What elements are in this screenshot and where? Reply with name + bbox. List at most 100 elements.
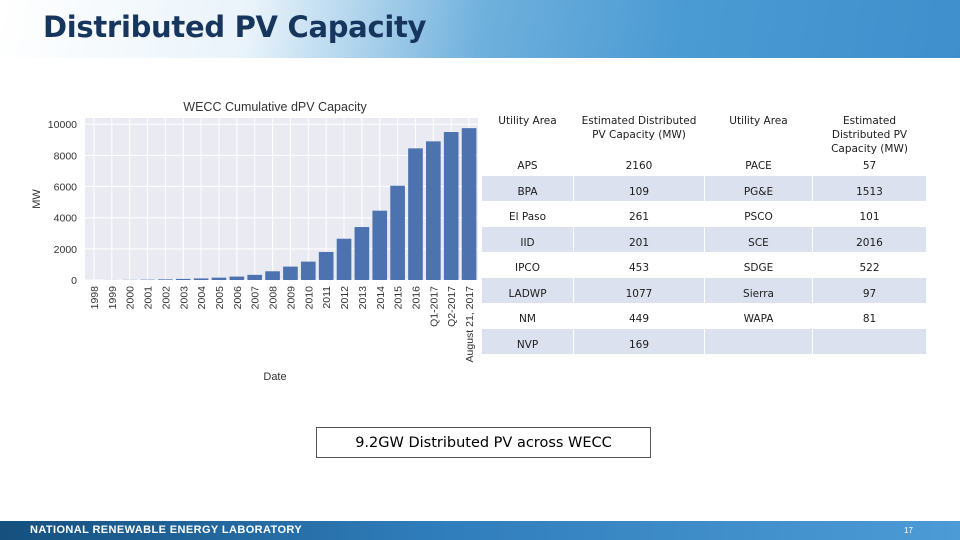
table-cell: El Paso — [481, 200, 574, 227]
table-row: LADWP 1077 Sierra 97 — [481, 277, 927, 304]
bar-2010 — [300, 261, 316, 280]
table-cell: 2160 — [625, 160, 653, 172]
bars — [104, 128, 477, 280]
bar-2011 — [318, 251, 334, 280]
bar-2015 — [390, 185, 405, 280]
table-cell: PG&E — [704, 175, 813, 202]
x-tick-label: 2005 — [214, 286, 226, 310]
table-cell: 261 — [573, 200, 705, 227]
table-header-cell: Estimated Distributed PV Capacity (MW) 21… — [573, 107, 705, 176]
y-tick-label: 0 — [71, 275, 77, 287]
header-stack: Utility Area APS — [485, 114, 570, 173]
table-header-cell: Utility Area APS — [481, 107, 574, 176]
table-header-cell: Utility Area PACE — [704, 107, 813, 176]
header-label: Estimated Distributed PV Capacity (MW) — [581, 115, 697, 141]
y-tick-label: 10000 — [48, 119, 77, 131]
x-tick-label: 2009 — [285, 286, 297, 310]
header-label: Estimated Distributed PV Capacity (MW) — [831, 115, 908, 155]
slide-title: Distributed PV Capacity — [43, 10, 427, 44]
capacity-chart: 0 2000 4000 6000 8000 10000 1998 1999 2000 2001 2… — [30, 95, 485, 390]
bar-2004 — [193, 278, 209, 280]
x-tick-label: 2014 — [375, 286, 387, 310]
table-cell: NVP — [481, 328, 574, 355]
x-tick-label: August 21, 2017 — [464, 286, 476, 363]
table-cell: 81 — [812, 302, 927, 329]
bar-2014 — [372, 210, 388, 280]
x-tick-label: 2003 — [178, 286, 190, 310]
table-cell: 449 — [573, 302, 705, 329]
bar-q2-2017 — [443, 132, 459, 280]
bar-2006 — [229, 276, 245, 280]
x-tick-label: 2002 — [160, 286, 172, 310]
y-tick-label: 2000 — [54, 244, 78, 256]
x-tick-label: 1998 — [89, 286, 101, 310]
table-cell: LADWP — [481, 277, 574, 304]
table-cell: APS — [517, 160, 538, 172]
table-cell: Sierra — [704, 277, 813, 304]
table-cell: 201 — [573, 226, 705, 253]
x-tick-label: 2001 — [143, 286, 155, 310]
bar-2005 — [211, 277, 227, 280]
x-tick-labels: 1998 1999 2000 2001 2002 2003 2004 2005 2006 2007… — [89, 286, 476, 363]
table-cell — [812, 328, 927, 355]
utility-capacity-table: Utility Area APS Estimated Distributed PV … — [481, 107, 927, 359]
table-row: El Paso 261 PSCO 101 — [481, 200, 927, 227]
table-cell: PSCO — [704, 200, 813, 227]
table-cell: 109 — [573, 175, 705, 202]
table-header-row: Utility Area APS Estimated Distributed PV … — [481, 107, 927, 176]
x-tick-label: 1999 — [107, 286, 119, 310]
table-cell: PACE — [745, 160, 772, 172]
x-tick-label: Q1-2017 — [428, 286, 440, 327]
x-tick-label: 2007 — [250, 286, 262, 310]
x-tick-label: 2010 — [303, 286, 315, 310]
capacity-table: Utility Area APS Estimated Distributed PV … — [481, 107, 927, 355]
table-row: NVP 169 — [481, 328, 927, 355]
header-stack: Estimated Distributed PV Capacity (MW) 57 — [816, 114, 923, 173]
footer-band: NATIONAL RENEWABLE ENERGY LABORATORY 17 — [0, 521, 960, 540]
title-band: Distributed PV Capacity — [0, 0, 960, 58]
table-cell: 57 — [862, 160, 877, 172]
bar-august-21-2017 — [461, 128, 477, 280]
table-cell: 97 — [812, 277, 927, 304]
page-number: 17 — [904, 526, 913, 535]
table-cell: IID — [481, 226, 574, 253]
header-label: Utility Area — [729, 115, 788, 127]
table-row: NM 449 WAPA 81 — [481, 302, 927, 329]
y-tick-label: 6000 — [54, 182, 78, 194]
bar-2012 — [336, 238, 352, 280]
x-tick-label: 2011 — [321, 286, 333, 309]
y-tick-labels: 0 2000 4000 6000 8000 10000 — [48, 119, 77, 287]
table-cell — [704, 328, 813, 355]
table-cell: SDGE — [704, 251, 813, 278]
header-stack: Utility Area PACE — [708, 114, 809, 173]
bar-2002 — [158, 279, 173, 280]
table-header-cell: Estimated Distributed PV Capacity (MW) 57 — [812, 107, 927, 176]
table-cell: 1513 — [812, 175, 927, 202]
x-tick-label: 2015 — [393, 286, 405, 310]
summary-callout: 9.2GW Distributed PV across WECC — [316, 427, 651, 458]
bar-2007 — [247, 274, 263, 280]
x-tick-label: 2008 — [268, 286, 280, 310]
table-cell: NM — [481, 302, 574, 329]
bar-2008 — [265, 271, 280, 280]
x-tick-label: 2006 — [232, 286, 244, 310]
bar-2016 — [408, 148, 423, 280]
x-tick-label: 2012 — [339, 286, 351, 310]
x-tick-label: 2004 — [196, 286, 208, 310]
table-cell: 1077 — [573, 277, 705, 304]
x-tick-label: 2013 — [357, 286, 369, 310]
y-tick-label: 4000 — [54, 213, 78, 225]
table-cell: 453 — [573, 251, 705, 278]
table-row: BPA 109 PG&E 1513 — [481, 175, 927, 202]
bar-2013 — [354, 227, 370, 280]
bar-2003 — [175, 278, 191, 280]
chart-title: WECC Cumulative dPV Capacity — [183, 100, 367, 114]
y-tick-label: 8000 — [54, 150, 78, 162]
x-axis-label: Date — [263, 371, 286, 383]
table-cell: SCE — [704, 226, 813, 253]
table-cell: WAPA — [704, 302, 813, 329]
header-stack: Estimated Distributed PV Capacity (MW) 21… — [577, 114, 701, 173]
header-label: Utility Area — [498, 115, 557, 127]
x-tick-label: 2016 — [410, 286, 422, 310]
x-tick-label: Q2-2017 — [446, 286, 458, 327]
